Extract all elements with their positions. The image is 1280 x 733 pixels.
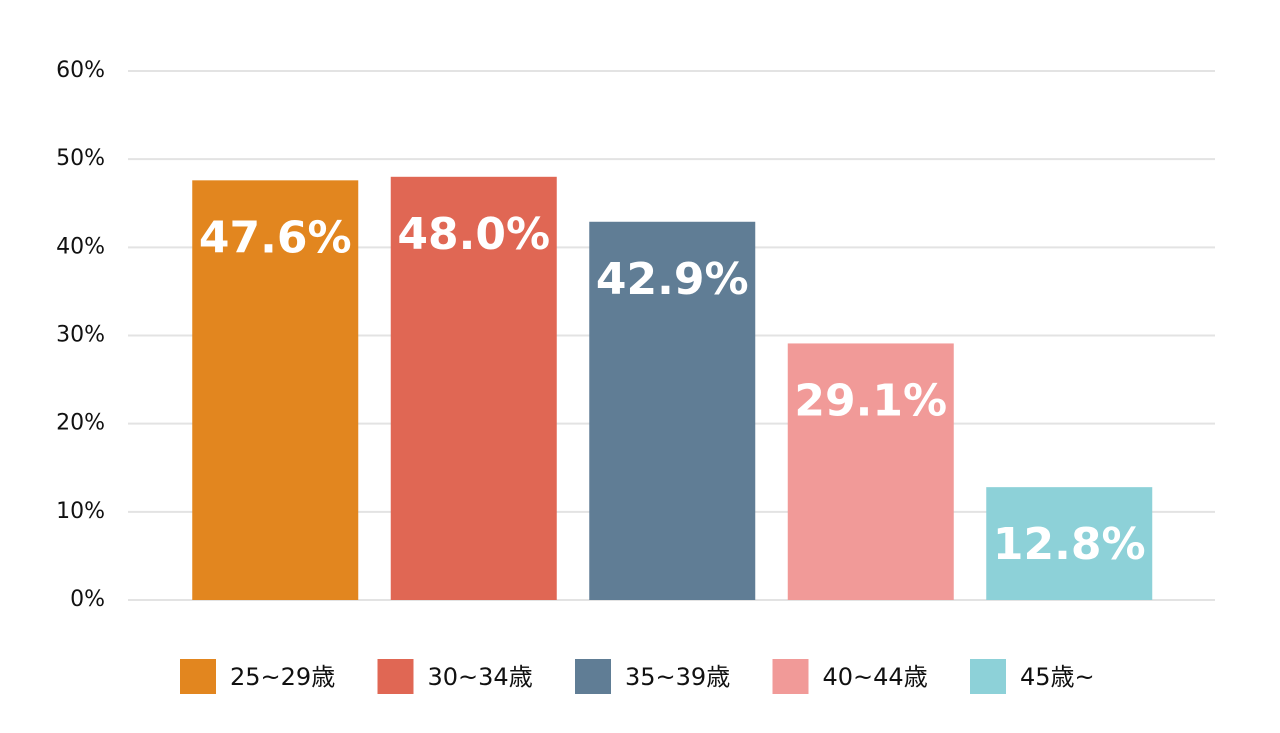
- y-tick-label: 20%: [56, 411, 105, 436]
- bar: [192, 180, 359, 600]
- y-tick-label: 10%: [56, 499, 105, 524]
- legend-label: 35~39歳: [625, 663, 730, 691]
- legend-label: 30~34歳: [428, 663, 533, 691]
- legend-label: 40~44歳: [823, 663, 928, 691]
- bar: [787, 343, 954, 600]
- legend-swatch: [180, 659, 216, 694]
- y-tick-label: 50%: [56, 146, 105, 171]
- bar: [986, 487, 1153, 600]
- y-tick-label: 60%: [56, 58, 105, 83]
- y-tick-label: 40%: [56, 234, 105, 259]
- data-label: 48.0%: [397, 209, 550, 260]
- legend-swatch: [970, 659, 1006, 694]
- data-label: 47.6%: [199, 212, 352, 263]
- legend-label: 45歳~: [1020, 663, 1095, 691]
- legend-swatch: [772, 659, 809, 694]
- data-label: 12.8%: [993, 519, 1146, 570]
- legend-label: 25~29歳: [230, 663, 335, 691]
- legend-swatch: [377, 659, 414, 694]
- bar: [589, 221, 756, 600]
- data-label: 42.9%: [596, 254, 749, 305]
- data-label: 29.1%: [794, 375, 947, 426]
- y-tick-label: 30%: [56, 323, 105, 348]
- y-tick-label: 0%: [70, 587, 105, 612]
- bar: [390, 176, 557, 601]
- legend-swatch: [575, 659, 611, 694]
